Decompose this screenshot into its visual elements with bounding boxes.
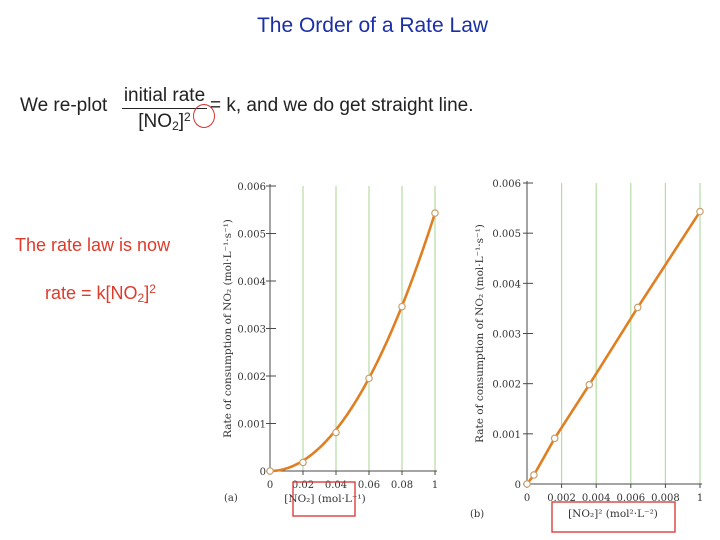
x-tick-label: 0.04 [325,480,347,491]
y-tick-label: 0.005 [237,230,266,241]
x-axis-title: [NO₂] (mol·L⁻¹) [284,493,365,505]
data-point [299,458,307,467]
data-point [696,207,704,216]
x-tick-label: 0 [267,480,273,491]
y-tick-label: 0.003 [492,330,521,341]
y-tick-label: 0.005 [492,229,521,240]
replot-lead: We re-plot [20,95,108,116]
data-point [332,428,340,437]
chart-panel-b: 0 0.001 0.002 0.003 0.004 0.005 0.006 0 0.002 0.0… [470,179,704,533]
x-title-highlight-box [551,501,676,533]
x-tick-label: 1 [432,480,438,491]
data-point [431,209,439,217]
x-tick-label: 0.008 [651,493,680,504]
rate-law-heading: The rate law is now [15,235,171,255]
fraction-denominator: [NO2]2 [138,110,191,133]
replot-tail: = k, and we do get straight line. [210,95,474,116]
rate-ratio-fraction: initial rate [NO2]2 [122,85,207,133]
y-tick-label: 0 [260,467,266,478]
data-point [398,302,406,311]
x-tick-label: 0.06 [358,480,380,491]
y-tick-label: 0.004 [237,277,266,288]
x-tick-label: 0.004 [582,493,611,504]
data-point [266,467,274,475]
rate-law-equation: rate = k[NO2]2 [45,282,156,305]
data-point [530,471,538,479]
exponent-circle-annotation [193,104,215,128]
x-tick-label: 0.002 [547,493,576,504]
chart-panel-a: 0 0.001 0.002 0.003 0.004 0.005 0.006 0 0.02 0.04… [222,182,439,517]
y-tick-label: 0.006 [237,182,266,193]
x-tick-label: 0.08 [391,480,413,491]
x-title-highlight-box [292,481,356,517]
y-tick-label: 0.003 [237,325,266,336]
data-point [550,434,559,443]
panel-label: (a) [224,493,238,504]
y-tick-label: 0.004 [492,279,521,290]
x-tick-label: 0.006 [616,493,645,504]
x-tick-label: 1 [697,493,703,504]
x-tick-label: 0.02 [292,480,314,491]
y-axis-title: Rate of consumption of NO₂ (mol·L⁻¹·s⁻¹) [222,219,234,438]
series-line [525,210,702,486]
y-axis-title: Rate of consumption of NO₂ (mol·L⁻¹·s⁻¹) [474,224,486,443]
panel-label: (b) [470,509,484,520]
x-tick-label: 0 [524,493,530,504]
slide-title: The Order of a Rate Law [256,14,489,37]
fraction-bar [122,108,207,109]
y-tick-label: 0.006 [492,179,521,190]
data-point [365,374,373,383]
y-tick-label: 0.002 [492,380,521,391]
x-axis-title: [NO₂]² (mol²·L⁻²) [568,508,658,520]
y-tick-label: 0.002 [237,372,266,383]
fraction-numerator: initial rate [123,85,206,106]
y-tick-label: 0.001 [492,430,521,441]
data-point [633,303,642,312]
series-line [268,211,437,473]
y-tick-label: 0 [515,480,521,491]
data-point [585,380,594,389]
data-point [523,480,531,488]
y-tick-label: 0.001 [237,420,266,431]
